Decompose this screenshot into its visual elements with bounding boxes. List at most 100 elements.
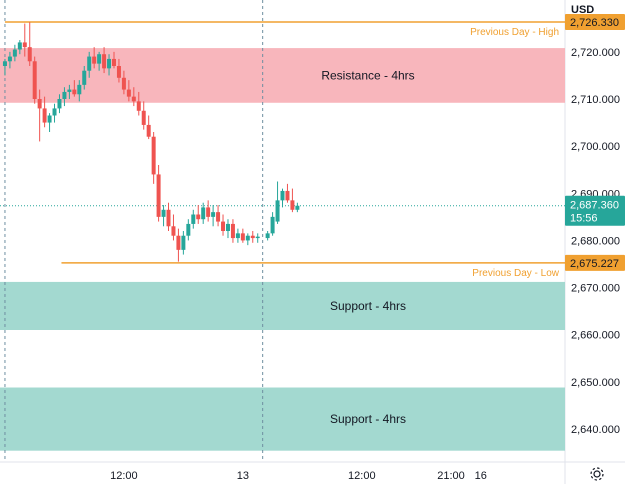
- candle-body: [240, 233, 245, 241]
- candle-down[interactable]: [32, 56, 37, 104]
- candle-up[interactable]: [2, 58, 7, 76]
- price-axis[interactable]: 2,720.0002,710.0002,700.0002,690.0002,68…: [571, 47, 620, 436]
- candle-up[interactable]: [265, 231, 270, 241]
- candle-down[interactable]: [136, 91, 141, 116]
- price-tick-label: 2,640.000: [571, 424, 620, 436]
- candle-up[interactable]: [295, 202, 300, 213]
- time-tick-label: 13: [237, 470, 249, 482]
- candle-down[interactable]: [92, 47, 97, 69]
- candle-up[interactable]: [7, 51, 12, 69]
- level-price-tag-text: 2,675.227: [570, 258, 619, 270]
- gear-icon[interactable]: [590, 467, 604, 481]
- candle-body: [191, 214, 196, 224]
- time-axis[interactable]: 12:00 13 12:00 21:00 16: [110, 470, 487, 482]
- candle-down[interactable]: [240, 228, 245, 243]
- candle-down[interactable]: [116, 58, 121, 83]
- candle-body: [116, 66, 121, 78]
- candle-up[interactable]: [245, 233, 250, 246]
- candle-up[interactable]: [47, 113, 52, 132]
- candle-up[interactable]: [181, 231, 186, 255]
- candle-down[interactable]: [27, 22, 32, 66]
- candle-body: [265, 233, 270, 239]
- candle-up[interactable]: [17, 40, 22, 55]
- candle-down[interactable]: [121, 70, 126, 95]
- time-tick-label: 12:00: [110, 470, 138, 482]
- candle-body: [295, 205, 300, 210]
- candle-body: [27, 47, 32, 62]
- currency-label[interactable]: USD: [571, 4, 594, 16]
- candle-body: [37, 99, 42, 109]
- candle-down[interactable]: [250, 231, 255, 243]
- candle-down[interactable]: [166, 202, 171, 231]
- candle-body: [255, 236, 260, 239]
- candle-up[interactable]: [82, 66, 87, 90]
- candle-up[interactable]: [280, 188, 285, 208]
- candle-down[interactable]: [42, 96, 47, 128]
- candle-body: [280, 190, 285, 201]
- candle-up[interactable]: [191, 209, 196, 229]
- candle-up[interactable]: [235, 228, 240, 243]
- candle-down[interactable]: [221, 214, 226, 236]
- support-zone: [0, 281, 565, 330]
- candle-up[interactable]: [211, 205, 216, 227]
- candle-up[interactable]: [52, 103, 57, 123]
- candle-down[interactable]: [72, 80, 77, 97]
- candle-down[interactable]: [156, 165, 161, 222]
- candle-down[interactable]: [111, 51, 116, 69]
- candle-body: [131, 96, 136, 102]
- candle-down[interactable]: [285, 183, 290, 203]
- candle-down[interactable]: [171, 214, 176, 241]
- candle-up[interactable]: [225, 219, 230, 239]
- candle-up[interactable]: [161, 205, 166, 227]
- support-zone: [0, 387, 565, 451]
- candle-body: [186, 223, 191, 236]
- candle-body: [52, 108, 57, 116]
- price-tick-label: 2,660.000: [571, 330, 620, 342]
- level-price-tag: [565, 14, 625, 31]
- time-tick-label: 12:00: [348, 470, 376, 482]
- candle-down[interactable]: [37, 89, 42, 142]
- candle-down[interactable]: [126, 80, 131, 102]
- candle-down[interactable]: [131, 87, 136, 107]
- candle-down[interactable]: [176, 228, 181, 262]
- candle-up[interactable]: [201, 202, 206, 224]
- last-price-value: 2,687.360: [570, 200, 619, 212]
- candle-body: [121, 77, 126, 90]
- time-tick-label: 16: [475, 470, 487, 482]
- candle-up[interactable]: [255, 233, 260, 243]
- candle-body: [146, 124, 151, 137]
- candle-up[interactable]: [77, 80, 82, 102]
- candle-down[interactable]: [146, 115, 151, 140]
- candle-up[interactable]: [97, 51, 102, 71]
- candle-body: [7, 56, 12, 62]
- candle-down[interactable]: [290, 188, 295, 213]
- candle-down[interactable]: [102, 47, 107, 74]
- candle-down[interactable]: [196, 205, 201, 224]
- candle-body: [201, 207, 206, 220]
- candle-up[interactable]: [107, 54, 112, 76]
- candle-down[interactable]: [216, 205, 221, 227]
- candle-up[interactable]: [67, 84, 72, 99]
- candle-body: [77, 84, 82, 95]
- candle-up[interactable]: [62, 87, 67, 107]
- candle-body: [87, 56, 92, 71]
- candle-up[interactable]: [87, 51, 92, 78]
- candle-up[interactable]: [57, 94, 62, 114]
- candle-down[interactable]: [230, 219, 235, 243]
- price-tick-label: 2,680.000: [571, 235, 620, 247]
- candle-up[interactable]: [12, 44, 17, 62]
- candle-up[interactable]: [275, 181, 280, 224]
- candle-body: [225, 223, 230, 231]
- candle-down[interactable]: [206, 200, 211, 222]
- candle-body: [62, 91, 67, 99]
- candle-up[interactable]: [270, 212, 275, 236]
- candle-down[interactable]: [22, 23, 27, 57]
- candle-body: [211, 212, 216, 217]
- candle-up[interactable]: [186, 219, 191, 241]
- candle-body: [285, 190, 290, 201]
- candle-down[interactable]: [151, 132, 156, 184]
- candle-down[interactable]: [141, 101, 146, 130]
